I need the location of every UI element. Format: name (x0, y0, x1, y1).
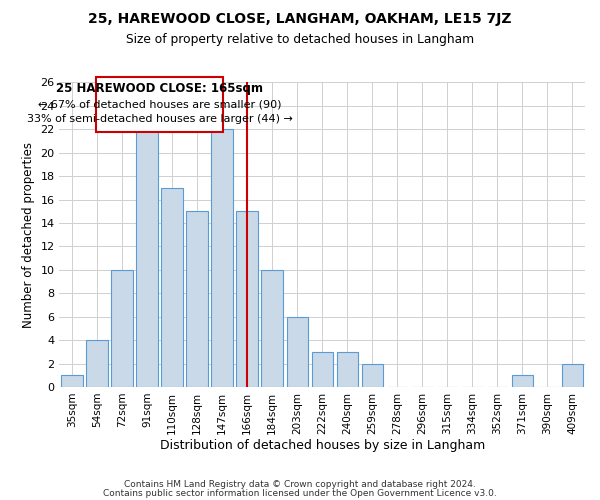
Bar (236, 212, 258, 387)
Bar (262, 270, 283, 387)
Bar (61, 375, 83, 387)
Bar (337, 352, 358, 387)
Bar (311, 352, 333, 387)
Bar (112, 270, 133, 387)
Bar (562, 364, 583, 387)
Bar (362, 364, 383, 387)
Bar (211, 130, 233, 387)
Text: ← 67% of detached houses are smaller (90): ← 67% of detached houses are smaller (90… (38, 99, 281, 109)
Bar (187, 212, 208, 387)
Text: 25, HAREWOOD CLOSE, LANGHAM, OAKHAM, LE15 7JZ: 25, HAREWOOD CLOSE, LANGHAM, OAKHAM, LE1… (88, 12, 512, 26)
Bar (86, 340, 107, 387)
X-axis label: Distribution of detached houses by size in Langham: Distribution of detached houses by size … (160, 440, 485, 452)
Bar (136, 130, 158, 387)
Text: Contains HM Land Registry data © Crown copyright and database right 2024.: Contains HM Land Registry data © Crown c… (124, 480, 476, 489)
Text: 33% of semi-detached houses are larger (44) →: 33% of semi-detached houses are larger (… (26, 114, 292, 124)
Bar (512, 375, 533, 387)
Text: Contains public sector information licensed under the Open Government Licence v3: Contains public sector information licen… (103, 489, 497, 498)
Bar (161, 188, 182, 387)
Y-axis label: Number of detached properties: Number of detached properties (22, 142, 35, 328)
Text: Size of property relative to detached houses in Langham: Size of property relative to detached ho… (126, 32, 474, 46)
Text: 25 HAREWOOD CLOSE: 165sqm: 25 HAREWOOD CLOSE: 165sqm (56, 82, 263, 95)
Bar (287, 316, 308, 387)
FancyBboxPatch shape (95, 76, 223, 132)
